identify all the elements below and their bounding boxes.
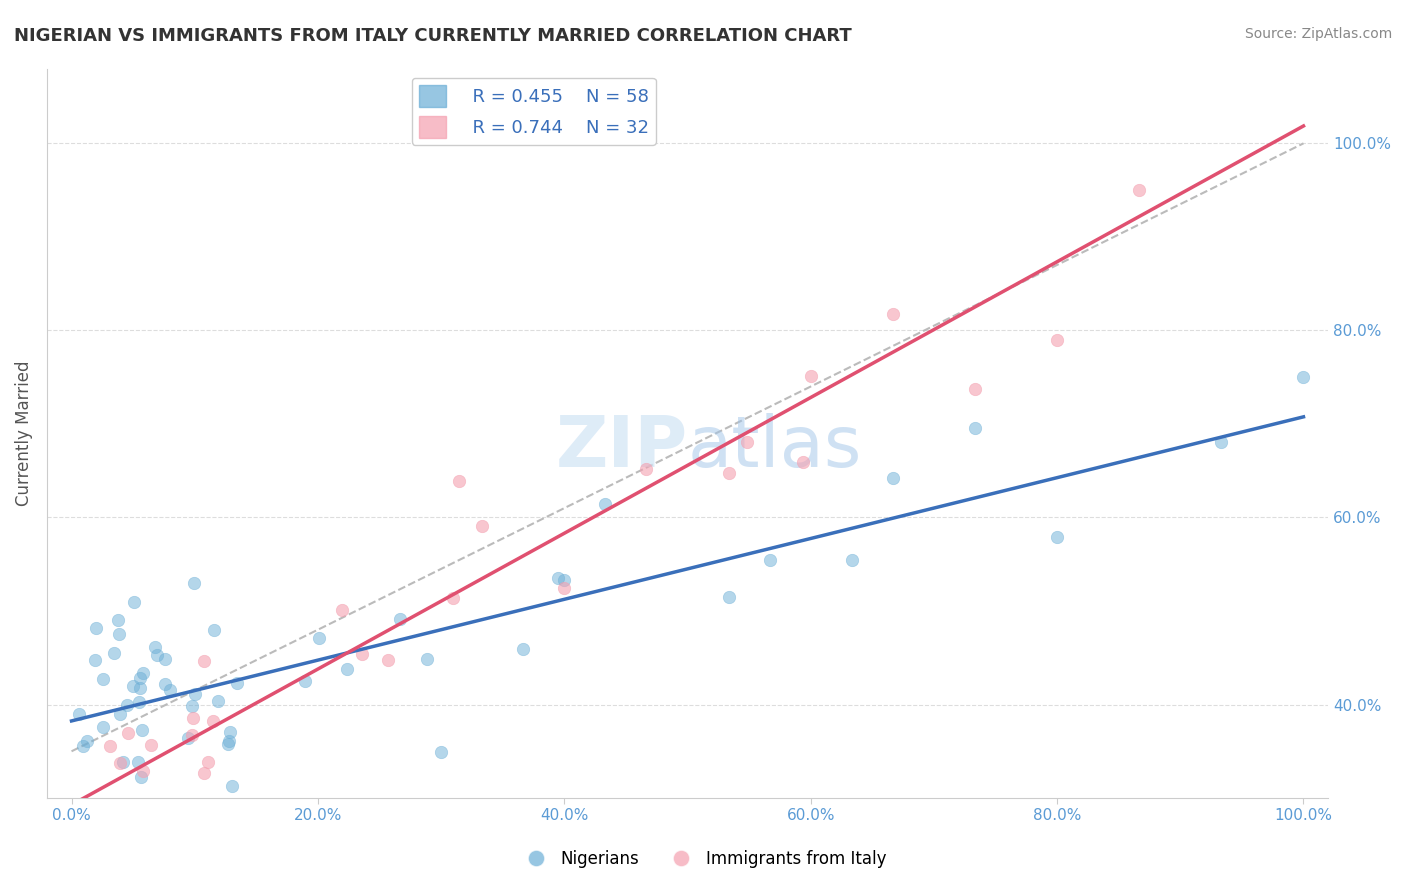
Point [84,653,107,667]
Point [595,497,617,511]
Point [202,624,225,638]
Point [377,653,399,667]
Point [447,475,470,489]
Point [1292,38,1315,53]
Point [65,805,87,820]
Legend:   R = 0.455    N = 58,   R = 0.744    N = 32: R = 0.455 N = 58, R = 0.744 N = 32 [412,78,655,145]
Point [184,687,207,701]
Point [121,680,143,694]
Point [181,728,204,742]
Point [127,755,149,769]
Point [308,631,330,645]
Point [202,714,225,728]
Point [132,764,155,779]
Point [221,780,243,794]
Point [336,661,359,675]
Point [122,816,145,830]
Point [129,770,152,784]
Point [547,571,569,585]
Point [153,677,176,691]
Point [107,627,129,641]
Point [128,826,150,840]
Point [217,737,239,751]
Point [177,731,200,745]
Point [128,695,150,709]
Point [389,612,412,626]
Point [153,652,176,666]
Point [841,553,863,567]
Text: Source: ZipAtlas.com: Source: ZipAtlas.com [1244,27,1392,41]
Point [963,420,986,434]
Point [181,699,204,714]
Point [792,455,814,469]
Point [758,553,780,567]
Point [963,382,986,396]
Point [128,681,150,695]
Point [416,652,439,666]
Point [115,698,138,712]
Point [553,573,575,587]
Point [441,591,464,606]
Point [1211,434,1233,449]
Legend: Nigerians, Immigrants from Italy: Nigerians, Immigrants from Italy [513,844,893,875]
Y-axis label: Currently Married: Currently Married [15,360,32,506]
Point [129,671,152,685]
Point [101,811,124,825]
Point [553,581,575,595]
Point [76,734,98,748]
Point [717,466,740,480]
Point [197,756,219,770]
Point [636,461,658,475]
Point [91,818,114,832]
Text: atlas: atlas [688,413,862,483]
Point [350,647,373,661]
Point [1128,183,1150,197]
Point [108,707,131,722]
Point [183,576,205,591]
Point [1046,530,1069,544]
Point [131,723,153,737]
Point [110,756,132,771]
Point [219,725,242,739]
Point [112,756,135,770]
Point [103,646,125,660]
Point [717,590,740,604]
Point [225,675,247,690]
Point [330,603,353,617]
Point [882,471,904,485]
Point [141,821,163,835]
Point [430,745,453,759]
Point [117,726,139,740]
Point [181,711,204,725]
Point [218,733,240,747]
Point [159,682,181,697]
Point [294,674,316,689]
Point [67,706,90,721]
Point [86,622,108,636]
Point [72,739,94,754]
Text: ZIP: ZIP [555,413,688,483]
Point [735,434,758,449]
Text: NIGERIAN VS IMMIGRANTS FROM ITALY CURRENTLY MARRIED CORRELATION CHART: NIGERIAN VS IMMIGRANTS FROM ITALY CURREN… [14,27,852,45]
Point [107,613,129,627]
Point [207,694,229,708]
Point [512,642,534,657]
Point [193,654,215,668]
Point [146,648,169,663]
Point [1046,333,1069,347]
Point [93,672,115,686]
Point [800,368,823,383]
Point [882,308,904,322]
Point [141,738,163,752]
Point [193,766,215,780]
Point [91,720,114,734]
Point [145,640,167,655]
Point [122,595,145,609]
Point [131,666,153,681]
Point [471,518,494,533]
Point [98,739,121,753]
Point [1292,370,1315,384]
